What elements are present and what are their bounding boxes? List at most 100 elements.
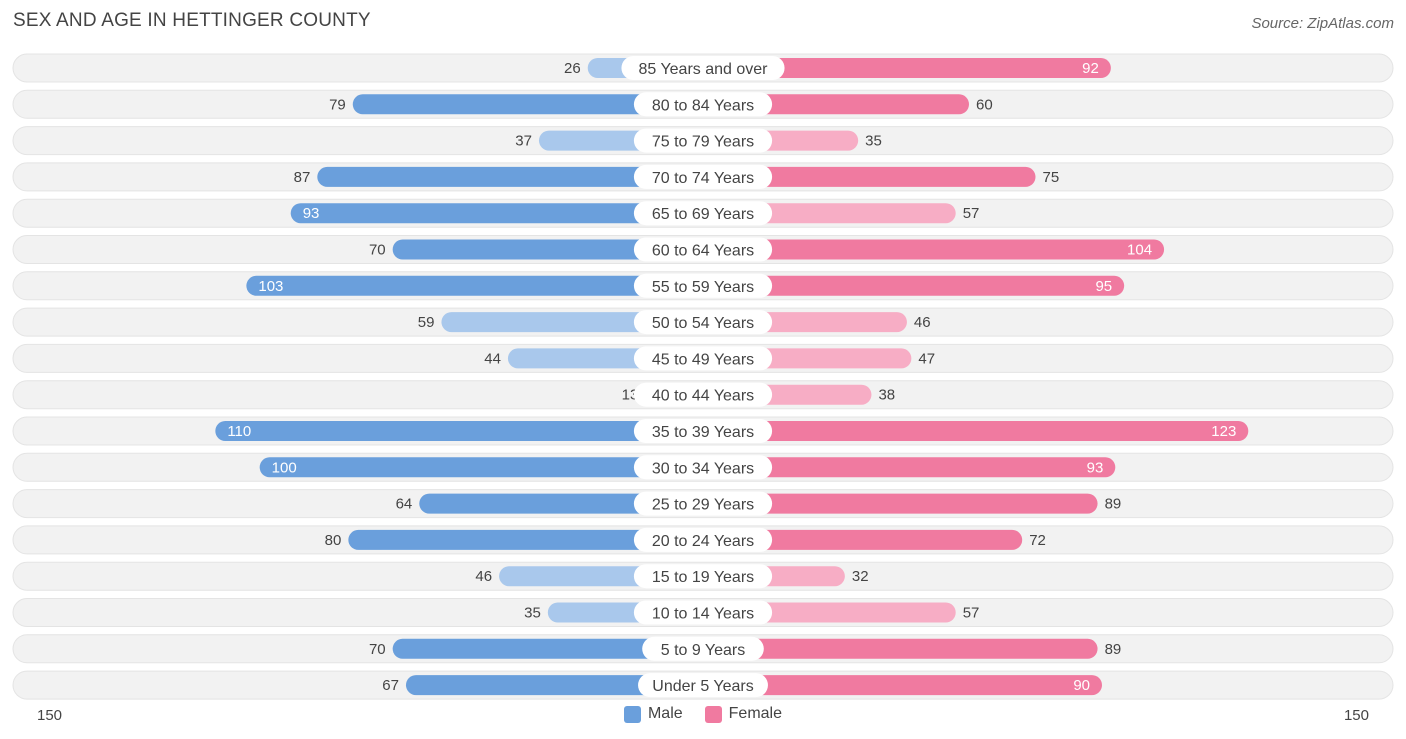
bar-female[interactable] bbox=[703, 675, 1102, 696]
legend-item-male[interactable]: Male bbox=[623, 705, 683, 723]
bar-male[interactable] bbox=[419, 493, 703, 514]
label-male: 93 bbox=[303, 205, 320, 222]
category-label: 10 to 14 Years bbox=[652, 606, 754, 623]
category-label: 35 to 39 Years bbox=[652, 424, 754, 441]
row-0: 26 92 85 Years and over bbox=[12, 53, 1394, 83]
bar-female[interactable] bbox=[703, 166, 1036, 187]
category-pill bbox=[633, 527, 773, 552]
row-6: 103 95 55 to 59 Years bbox=[12, 271, 1394, 301]
category-label: 75 to 79 Years bbox=[652, 134, 754, 151]
category-label: 65 to 69 Years bbox=[652, 206, 754, 223]
category-label: 40 to 44 Years bbox=[652, 388, 754, 405]
category-label: 15 to 19 Years bbox=[652, 569, 754, 586]
label-female: 57 bbox=[963, 205, 980, 222]
category-pill bbox=[633, 455, 773, 480]
chart-title: SEX AND AGE IN HETTINGER COUNTY bbox=[13, 10, 371, 31]
row-4: 93 57 65 to 69 Years bbox=[12, 198, 1394, 228]
row-11: 100 93 30 to 34 Years bbox=[12, 452, 1394, 482]
row-13: 80 72 20 to 24 Years bbox=[12, 525, 1394, 555]
bar-male[interactable] bbox=[352, 94, 703, 115]
bar-male[interactable] bbox=[405, 675, 703, 696]
category-label: 85 Years and over bbox=[639, 61, 769, 78]
bar-female[interactable] bbox=[703, 638, 1098, 659]
category-label: 55 to 59 Years bbox=[652, 279, 754, 296]
label-female: 38 bbox=[878, 387, 895, 404]
category-pill bbox=[633, 346, 773, 371]
category-label: 20 to 24 Years bbox=[652, 533, 754, 550]
label-male: 26 bbox=[564, 60, 581, 77]
bar-male[interactable] bbox=[392, 638, 703, 659]
bar-female[interactable] bbox=[703, 493, 1098, 514]
bar-male[interactable] bbox=[392, 239, 703, 260]
category-pill bbox=[642, 636, 764, 661]
bar-female[interactable] bbox=[703, 457, 1116, 478]
category-pill bbox=[633, 201, 773, 226]
label-male: 44 bbox=[484, 350, 501, 367]
axis-left-max: 150 bbox=[37, 707, 63, 724]
label-male: 103 bbox=[258, 278, 283, 295]
legend-item-female[interactable]: Female bbox=[704, 705, 783, 723]
label-male: 110 bbox=[227, 423, 251, 440]
bar-female[interactable] bbox=[703, 421, 1249, 441]
label-male: 13 bbox=[622, 387, 639, 404]
category-label: Under 5 Years bbox=[652, 678, 753, 695]
bar-male[interactable] bbox=[246, 275, 703, 296]
bar-male[interactable] bbox=[317, 166, 703, 187]
bar-male[interactable] bbox=[259, 457, 703, 478]
bar-male[interactable] bbox=[215, 421, 704, 441]
label-female: 46 bbox=[914, 314, 931, 331]
label-female: 35 bbox=[865, 133, 882, 150]
bar-female[interactable] bbox=[703, 275, 1125, 296]
bar-male[interactable] bbox=[348, 529, 703, 550]
legend-swatch-male bbox=[623, 705, 641, 723]
label-male: 59 bbox=[418, 314, 435, 331]
label-female: 123 bbox=[1211, 423, 1236, 440]
category-pill bbox=[633, 237, 773, 262]
legend: Male Female bbox=[0, 705, 1406, 723]
axis-right-max: 150 bbox=[1343, 707, 1369, 724]
category-pill bbox=[633, 92, 773, 117]
label-female: 60 bbox=[976, 96, 993, 113]
row-1: 79 60 80 to 84 Years bbox=[12, 89, 1394, 119]
category-pill bbox=[633, 419, 773, 443]
label-female: 104 bbox=[1127, 242, 1152, 259]
legend-swatch-female bbox=[704, 705, 722, 723]
row-3: 87 75 70 to 74 Years bbox=[12, 162, 1394, 192]
row-9: 13 38 40 to 44 Years bbox=[12, 380, 1394, 410]
category-pill bbox=[638, 673, 768, 698]
label-male: 80 bbox=[325, 532, 342, 549]
row-7: 59 46 50 to 54 Years bbox=[12, 307, 1394, 337]
bar-male[interactable] bbox=[290, 203, 703, 224]
category-label: 45 to 49 Years bbox=[652, 351, 754, 368]
label-female: 32 bbox=[852, 568, 869, 585]
bar-female[interactable] bbox=[703, 58, 1111, 78]
label-male: 70 bbox=[369, 242, 386, 259]
label-female: 92 bbox=[1082, 60, 1099, 77]
chart-canvas: 26 92 85 Years and over 79 60 80 to 84 Years 3… bbox=[12, 53, 1394, 700]
bar-female[interactable] bbox=[703, 529, 1023, 550]
label-female: 95 bbox=[1095, 278, 1112, 295]
category-label: 25 to 29 Years bbox=[652, 497, 754, 514]
category-label: 5 to 9 Years bbox=[661, 642, 746, 659]
category-pill bbox=[621, 56, 785, 80]
category-label: 30 to 34 Years bbox=[652, 460, 754, 477]
label-female: 89 bbox=[1105, 641, 1122, 658]
category-pill bbox=[633, 600, 773, 625]
legend-label-female: Female bbox=[728, 705, 783, 722]
label-female: 75 bbox=[1043, 169, 1060, 186]
label-male: 35 bbox=[524, 605, 541, 622]
label-male: 64 bbox=[396, 496, 413, 513]
label-male: 67 bbox=[382, 677, 399, 694]
bar-female[interactable] bbox=[703, 239, 1165, 260]
legend-label-male: Male bbox=[647, 705, 683, 722]
row-14: 46 32 15 to 19 Years bbox=[12, 561, 1394, 591]
category-pill bbox=[633, 164, 773, 189]
label-male: 37 bbox=[515, 133, 532, 150]
label-female: 47 bbox=[918, 350, 935, 367]
label-male: 87 bbox=[294, 169, 311, 186]
category-pill bbox=[633, 273, 773, 298]
label-female: 72 bbox=[1029, 532, 1046, 549]
row-2: 37 35 75 to 79 Years bbox=[12, 126, 1394, 156]
label-female: 93 bbox=[1087, 459, 1104, 476]
category-pill bbox=[633, 491, 773, 516]
